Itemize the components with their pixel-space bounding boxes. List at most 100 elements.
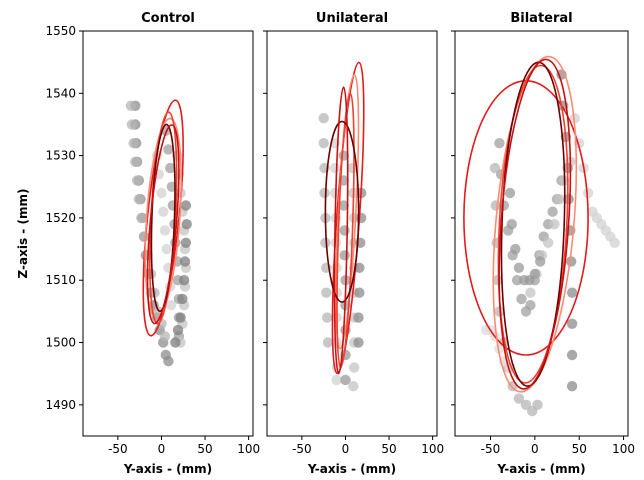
trajectory-2-point [339, 225, 350, 236]
x-tick-label: -50 [108, 442, 128, 456]
trajectory-0-point [322, 337, 334, 348]
y-tick-label: 1500 [45, 336, 76, 350]
trajectory-4-point [353, 337, 364, 348]
trajectory-5-point [504, 187, 516, 199]
trajectory-1-point [532, 399, 543, 410]
trajectory-2-point [340, 374, 351, 386]
trajectory-2-point [165, 162, 176, 174]
trajectory-4-point [178, 275, 190, 286]
trajectory-4-point [180, 200, 192, 211]
trajectory-5-point [506, 219, 517, 230]
confidence-ellipse-3 [324, 120, 360, 303]
confidence-ellipse-0 [142, 99, 184, 337]
confidence-ellipse-4 [333, 86, 349, 375]
panel-bilateral: -50 0 50 100 Bilateral Y-axis - (mm) [451, 11, 635, 476]
confidence-ellipse-1 [492, 55, 578, 393]
trajectory-4-point [609, 237, 620, 248]
trajectory-1-point [329, 187, 341, 199]
trajectory-5-point [158, 206, 169, 217]
axes-frame [82, 30, 254, 437]
trajectory-1-point [494, 306, 505, 317]
trajectory-1-point [489, 162, 501, 174]
plot-area [318, 61, 367, 392]
trajectory-1-point [145, 268, 157, 280]
x-tick-label: -50 [481, 442, 501, 456]
trajectory-0-point [322, 312, 333, 323]
x-tick-label: 100 [237, 442, 260, 456]
trajectory-0-point [494, 138, 505, 149]
trajectory-3-point [349, 362, 360, 373]
trajectory-1-point [133, 194, 144, 205]
trajectory-0-point [163, 356, 174, 367]
x-axis-label: Y-axis - (mm) [496, 462, 585, 476]
trajectory-0-point [547, 206, 558, 217]
y-tick-label: 1490 [45, 398, 76, 412]
y-tick-label: 1520 [45, 211, 76, 225]
trajectory-4-point [181, 219, 192, 230]
trajectory-4-point [569, 113, 580, 124]
trajectory-3-point [566, 287, 578, 298]
trajectory-1-point [331, 337, 342, 348]
trajectory-4-point [170, 337, 181, 348]
panel-title: Unilateral [316, 11, 388, 26]
trajectory-4-point [582, 187, 594, 199]
trajectory-1-point [138, 231, 150, 242]
x-tick-label: -50 [292, 442, 312, 456]
x-tick-label: 0 [158, 442, 166, 456]
y-axis-label: Z-axis - (mm) [16, 189, 30, 279]
trajectory-3-point [566, 381, 578, 392]
x-tick-label: 50 [197, 442, 212, 456]
trajectory-2-point [163, 144, 174, 155]
trajectory-5-point [161, 243, 172, 255]
trajectory-0-point [318, 113, 329, 124]
trajectory-2-point [543, 237, 554, 248]
trajectory-4-point [356, 212, 367, 224]
trajectory-0-point [321, 287, 332, 298]
trajectory-3-point [566, 318, 578, 329]
trajectory-4-point [175, 312, 186, 323]
trajectory-1-point [130, 156, 141, 167]
panel-title: Bilateral [510, 11, 572, 26]
panel-title: Control [141, 11, 195, 26]
x-tick-label: 50 [381, 442, 396, 456]
trajectory-4-point [354, 287, 365, 298]
trajectory-1-point [159, 331, 171, 342]
trajectory-0-point [516, 293, 527, 305]
trajectory-1-point [513, 393, 525, 404]
panel-unilateral: -50 0 50 100 Unilateral Y-axis - (mm) [263, 11, 444, 476]
trajectory-5-point [165, 300, 177, 311]
x-axis-label: Y-axis - (mm) [307, 462, 396, 476]
y-tick-label: 1540 [45, 86, 76, 100]
trajectory-5-point [156, 187, 167, 199]
confidence-ellipse-4 [498, 58, 572, 390]
trajectory-4-point [172, 324, 184, 336]
trajectory-1-point [329, 162, 341, 174]
trajectory-3-point [348, 381, 359, 392]
trajectory-5-point [513, 262, 525, 273]
confidence-ellipse-1 [144, 117, 182, 319]
trajectory-2-point [338, 200, 349, 211]
x-tick-label: 0 [342, 442, 350, 456]
trajectory-3-point [347, 162, 358, 174]
trajectory-5-point [535, 256, 546, 267]
panel-control: -50 0 50 100 1490 1500 1510 1520 1530 1540 1550 Con… [45, 11, 260, 476]
plot-area [125, 99, 192, 367]
x-tick-label: 100 [612, 442, 635, 456]
trajectory-1-point [126, 119, 137, 130]
axes-frame [454, 30, 629, 437]
confidence-ellipse-3 [150, 123, 176, 313]
panels: -50 0 50 100 1490 1500 1510 1520 1530 1540 1550 Con… [45, 11, 635, 476]
trajectory-2-point [549, 219, 560, 230]
trajectory-4-point [177, 293, 188, 305]
x-tick-label: 0 [531, 442, 539, 456]
plot-area [463, 55, 620, 417]
trajectory-4-point [353, 312, 364, 323]
axes-frame [266, 30, 438, 437]
y-tick-label: 1550 [45, 24, 76, 38]
trajectory-3-point [566, 256, 577, 267]
trajectory-0-point [319, 187, 330, 199]
trajectory-6-point [494, 343, 505, 354]
confidence-ellipse-2 [497, 64, 569, 384]
trajectory-1-point [125, 100, 137, 112]
